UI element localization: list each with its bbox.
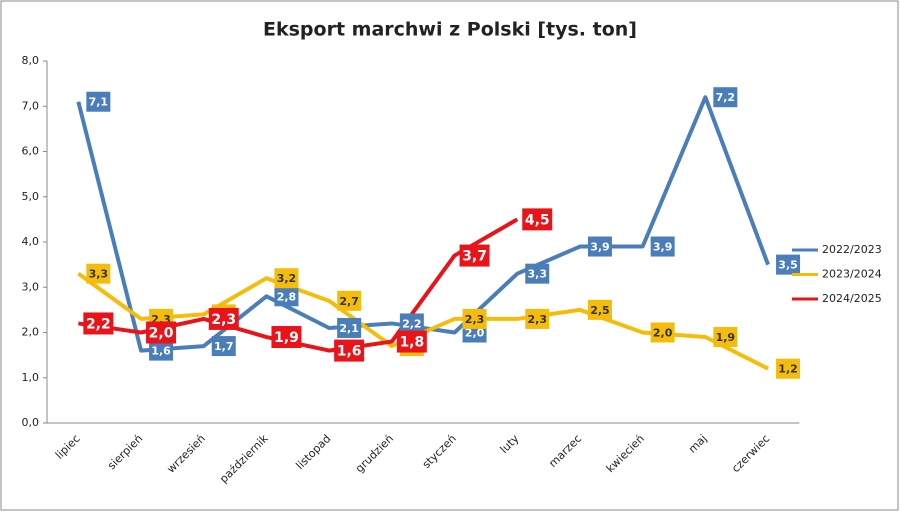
data-label-box xyxy=(271,326,302,349)
data-label: 3,9 xyxy=(590,241,610,254)
y-tick-label: 7,0 xyxy=(22,99,40,112)
y-tick-label: 4,0 xyxy=(22,235,40,248)
y-tick-label: 1,0 xyxy=(22,371,40,384)
data-label: 2,0 xyxy=(653,327,673,340)
data-label: 3,2 xyxy=(277,272,297,285)
data-label-box xyxy=(337,290,362,311)
data-label-box xyxy=(146,321,177,344)
legend-label: 2022/2023 xyxy=(822,243,882,256)
data-label-box xyxy=(525,308,550,329)
data-label-box xyxy=(86,91,111,112)
data-label: 2,2 xyxy=(86,316,111,332)
data-label: 2,1 xyxy=(339,322,359,335)
data-label-box xyxy=(459,244,490,267)
data-label-box xyxy=(337,317,362,338)
data-label: 3,3 xyxy=(528,268,548,281)
data-label-box xyxy=(334,339,365,362)
data-label-box xyxy=(274,268,299,289)
data-label: 2,7 xyxy=(339,295,359,308)
y-tick-label: 8,0 xyxy=(22,54,40,67)
data-label: 2,8 xyxy=(277,290,297,303)
data-label-box xyxy=(587,236,612,257)
data-label: 7,1 xyxy=(89,96,109,109)
data-label: 1,9 xyxy=(274,330,299,346)
data-label-box xyxy=(149,340,174,361)
data-label: 1,2 xyxy=(778,363,798,376)
data-label-box xyxy=(525,263,550,284)
data-label-box xyxy=(713,87,738,108)
data-label: 4,5 xyxy=(525,212,550,228)
data-label-box xyxy=(208,307,239,330)
data-label: 2,3 xyxy=(465,313,485,326)
data-label-box xyxy=(396,330,427,353)
data-label: 2,0 xyxy=(149,326,174,342)
data-label: 3,7 xyxy=(462,249,487,265)
chart-title: Eksport marchwi z Polski [tys. ton] xyxy=(263,19,637,41)
y-tick-label: 2,0 xyxy=(22,326,40,339)
data-label-box xyxy=(86,263,111,284)
data-label: 1,9 xyxy=(716,331,736,344)
data-label-box xyxy=(399,313,424,334)
data-label-box xyxy=(522,208,553,231)
y-tick-label: 5,0 xyxy=(22,190,40,203)
data-label-box xyxy=(776,358,801,379)
data-label: 1,8 xyxy=(399,335,424,351)
data-label-box xyxy=(83,312,114,335)
data-label: 3,9 xyxy=(653,241,673,254)
data-label-box xyxy=(776,254,801,275)
data-label: 1,7 xyxy=(214,340,234,353)
y-tick-label: 6,0 xyxy=(22,145,40,158)
data-label: 2,0 xyxy=(465,327,485,340)
data-label: 2,2 xyxy=(402,317,422,330)
legend-label: 2023/2024 xyxy=(822,268,882,281)
data-label-box xyxy=(462,308,487,329)
data-label: 3,3 xyxy=(89,268,109,281)
data-label-box xyxy=(713,327,738,348)
data-label-box xyxy=(211,336,236,357)
data-label-box xyxy=(274,286,299,307)
y-tick-label: 3,0 xyxy=(22,280,40,293)
data-label: 2,3 xyxy=(211,312,236,328)
data-label: 7,2 xyxy=(716,91,736,104)
data-label: 3,5 xyxy=(778,259,798,272)
legend-label: 2024/2025 xyxy=(822,292,882,305)
data-label-box xyxy=(650,236,675,257)
data-label-box xyxy=(587,299,612,320)
data-label: 1,6 xyxy=(151,345,171,358)
data-label: 2,3 xyxy=(528,313,548,326)
data-label-box xyxy=(650,322,675,343)
data-label: 1,6 xyxy=(337,344,362,360)
data-label: 2,5 xyxy=(590,304,610,317)
y-tick-label: 0,0 xyxy=(22,416,40,429)
